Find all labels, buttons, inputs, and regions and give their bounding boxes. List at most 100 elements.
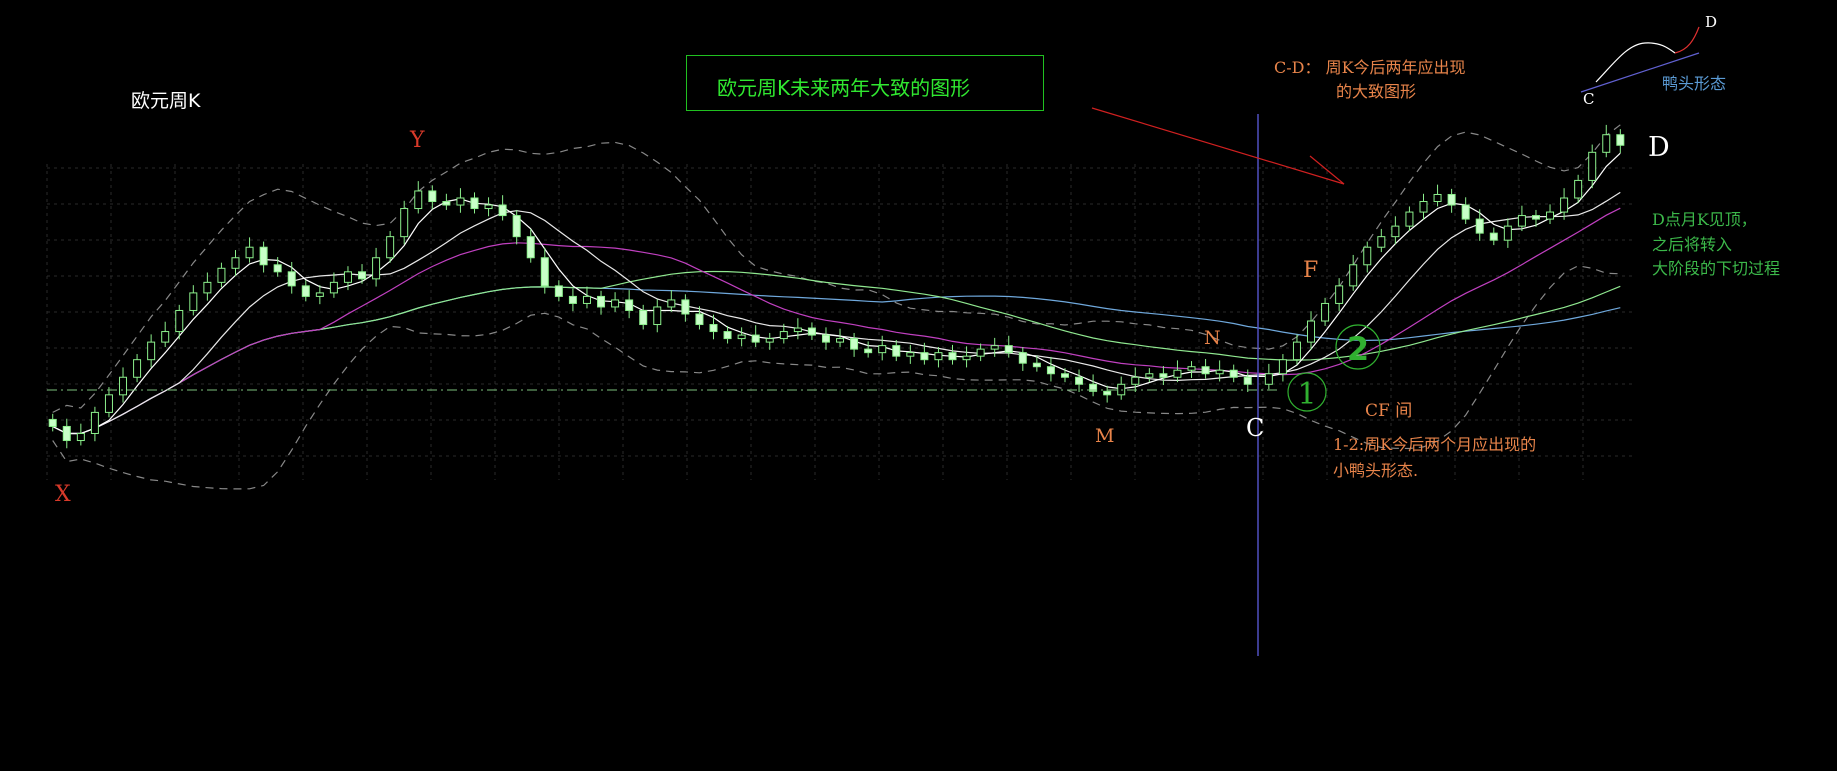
- candle-body-up: [1307, 320, 1316, 343]
- candle-body-up: [1264, 373, 1273, 385]
- candle-body-down: [892, 345, 901, 357]
- candle: [667, 290, 676, 312]
- candle-body-down: [597, 295, 606, 308]
- candle-body-down: [554, 285, 563, 297]
- label-d: D: [1648, 132, 1670, 163]
- candle: [1546, 204, 1555, 225]
- inset-red-curve: [1674, 26, 1700, 54]
- candle: [554, 280, 563, 302]
- candle: [597, 290, 606, 315]
- candle: [948, 344, 957, 365]
- candle-body-down: [540, 257, 549, 287]
- candle-body-up: [653, 306, 662, 326]
- candle: [414, 181, 423, 214]
- candle-body-up: [315, 292, 324, 297]
- candle: [456, 188, 465, 213]
- candle-body-down: [428, 190, 437, 203]
- candle-body-up: [119, 376, 128, 396]
- candle: [217, 262, 226, 288]
- candle-body-up: [1574, 179, 1583, 199]
- candle-body-down: [1004, 345, 1013, 354]
- candle: [498, 195, 507, 221]
- cd-note-line1: C-D： 周K今后两年应出现: [1274, 58, 1466, 77]
- candle-body-down: [1229, 369, 1238, 378]
- candle: [470, 192, 479, 214]
- candle: [568, 288, 577, 312]
- candle-body-down: [850, 338, 859, 350]
- candle: [329, 272, 338, 298]
- candle: [934, 347, 943, 368]
- d-top-note-line1: D点月K见顶，: [1652, 210, 1757, 229]
- candle-body-down: [751, 334, 760, 343]
- candle: [1363, 241, 1372, 273]
- candle: [723, 325, 732, 344]
- candle: [358, 264, 367, 284]
- candle-body-down: [821, 334, 830, 343]
- candle: [259, 241, 268, 273]
- candle-body-up: [90, 411, 99, 434]
- d-top-note-line3: 大阶段的下切过程: [1652, 259, 1781, 278]
- ma20-line: [52, 207, 1621, 435]
- inset-curve: [1595, 42, 1676, 83]
- candle: [1292, 334, 1301, 365]
- candle: [639, 304, 648, 330]
- candle-body-up: [329, 281, 338, 294]
- label-x: X: [55, 482, 71, 507]
- candle: [821, 327, 830, 350]
- circle-1-label: 1: [1297, 377, 1316, 412]
- candle: [76, 423, 85, 446]
- candle: [1405, 206, 1414, 232]
- candle-body-up: [976, 348, 985, 357]
- candle: [807, 322, 816, 340]
- candle-body-up: [372, 257, 381, 280]
- candle-body-down: [723, 331, 732, 340]
- candle: [920, 342, 929, 365]
- candle-body-up: [203, 281, 212, 294]
- candle: [1243, 369, 1252, 393]
- moving-averages: [52, 152, 1621, 435]
- candle: [1560, 188, 1569, 220]
- candle-body-down: [1447, 193, 1456, 206]
- candle-body-down: [358, 271, 367, 280]
- candle: [990, 337, 999, 357]
- candle-body-up: [1377, 236, 1386, 248]
- candle-body-down: [1089, 383, 1098, 392]
- label-m: M: [1095, 425, 1115, 447]
- candle-body-down: [681, 299, 690, 315]
- candle: [245, 237, 254, 263]
- candle: [1307, 311, 1316, 350]
- candle-body-up: [1391, 225, 1400, 238]
- candle: [906, 344, 915, 364]
- candle-body-up: [414, 190, 423, 210]
- candle: [1089, 374, 1098, 397]
- label-cf: CF 间: [1365, 401, 1413, 421]
- candle: [512, 209, 521, 245]
- candle: [62, 418, 71, 449]
- candle: [1131, 367, 1140, 393]
- candle-body-up: [1560, 197, 1569, 213]
- candle-body-up: [147, 341, 156, 361]
- candle-body-down: [259, 246, 268, 266]
- candle-body-down: [1489, 232, 1498, 241]
- candle: [133, 354, 142, 383]
- candle-body-down: [807, 327, 816, 336]
- candle-body-down: [1461, 204, 1470, 220]
- candle-body-up: [934, 352, 943, 361]
- candle-body-up: [1517, 215, 1526, 227]
- candle: [582, 286, 591, 309]
- candle-body-down: [864, 348, 873, 354]
- candle: [1264, 363, 1273, 390]
- candle-body-down: [568, 295, 577, 304]
- candle: [442, 193, 451, 210]
- candle-body-down: [301, 285, 310, 297]
- candle: [119, 367, 128, 403]
- candle: [301, 280, 310, 302]
- bollinger-upper: [52, 124, 1621, 413]
- headline: 欧元周K未来两年大致的图形: [717, 76, 971, 100]
- candle-body-up: [1363, 246, 1372, 266]
- candle: [315, 285, 324, 305]
- label-y: Y: [410, 128, 425, 153]
- candle-body-up: [1145, 373, 1154, 378]
- candle-body-down: [1201, 366, 1210, 375]
